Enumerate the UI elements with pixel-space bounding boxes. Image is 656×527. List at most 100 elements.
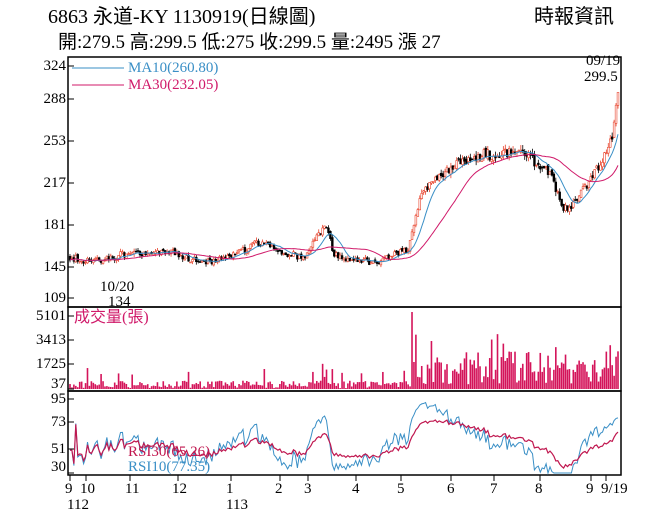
volume-tick: 1725 [36, 356, 66, 372]
volume-bar [378, 384, 380, 389]
volume-bar [232, 381, 235, 389]
volume-bar [609, 345, 612, 389]
candle-body [134, 250, 138, 253]
candle-body [539, 165, 542, 170]
candle-body [558, 191, 561, 200]
volume-bar [444, 369, 446, 389]
volume-bar [129, 387, 132, 389]
volume-bar [242, 380, 244, 389]
volume-bar [230, 382, 233, 389]
volume-bar [148, 387, 151, 389]
candle-body [200, 260, 204, 263]
volume-bar [339, 388, 341, 389]
volume-bar [403, 370, 406, 389]
volume-bar [475, 368, 477, 389]
volume-bar [213, 387, 215, 389]
volume-bar [356, 382, 359, 389]
volume-bar [135, 385, 137, 389]
candle-body [319, 233, 322, 235]
candle-body [404, 247, 408, 253]
volume-bar [75, 385, 77, 389]
candle-body [550, 169, 554, 176]
candle-body [585, 185, 589, 189]
volume-bar [187, 371, 190, 389]
volume-bar [512, 363, 514, 389]
candle-body [233, 253, 237, 256]
volume-bar [385, 383, 388, 389]
last-value-annotation: 299.5 [584, 69, 618, 85]
candle-body [469, 157, 472, 162]
volume-bar [168, 384, 170, 389]
candle-body [348, 257, 352, 262]
volume-bar [420, 365, 423, 389]
volume-bar [354, 384, 357, 389]
volume-bar [607, 368, 610, 389]
candle-body [601, 162, 604, 168]
volume-bar [473, 360, 475, 389]
candle-body [228, 253, 231, 256]
candle-body [416, 209, 420, 217]
volume-bar [599, 376, 602, 389]
candle-body [364, 257, 367, 260]
candle-body [76, 254, 79, 262]
volume-bar [150, 386, 153, 389]
price-candles [68, 92, 620, 268]
candle-body [249, 243, 252, 249]
volume-bar [189, 387, 192, 389]
x-label: 9 [586, 481, 594, 497]
candle-body [80, 260, 83, 263]
volume-bar [413, 362, 415, 389]
x-label: 3 [304, 481, 312, 497]
volume-bar [234, 385, 236, 389]
candle-body [541, 166, 544, 169]
legend-ma30: MA30(232.05) [128, 77, 219, 93]
candle-body [451, 165, 455, 170]
volume-bar [574, 371, 577, 389]
candle-body [338, 254, 342, 260]
volume-bar [102, 381, 104, 389]
candle-body [179, 254, 182, 257]
volume-bar [502, 343, 505, 389]
candle-body [284, 252, 287, 256]
candle-body [410, 231, 414, 240]
volume-bar [113, 382, 116, 389]
volume-bar [76, 387, 79, 389]
volume-bar [407, 384, 409, 389]
volume-bar [281, 380, 283, 389]
volume-bar [518, 380, 520, 389]
volume-bar [179, 385, 182, 389]
candle-body [379, 260, 383, 266]
volume-bar [331, 369, 334, 389]
rsi-lines [70, 401, 619, 475]
candle-body [340, 255, 344, 259]
volume-bar [586, 371, 588, 389]
volume-bar [341, 372, 343, 389]
volume-bar [477, 352, 479, 389]
x-label: 11 [125, 481, 140, 497]
volume-bar [570, 383, 573, 389]
volume-bar [535, 380, 538, 389]
candle-body [607, 146, 610, 154]
candle-body [195, 256, 198, 263]
volume-bar [94, 384, 97, 389]
candle-body [129, 253, 132, 255]
volume-bar [440, 362, 442, 389]
volume-bar [615, 356, 617, 389]
volume-bar [591, 364, 594, 389]
candle-body [476, 154, 480, 163]
volume-bar [601, 369, 604, 389]
x-label: 1 [226, 481, 234, 497]
ma10-line [69, 134, 619, 263]
volume-bar [603, 367, 606, 389]
volume-bar [290, 385, 293, 389]
volume-bar [319, 380, 322, 389]
volume-bar [551, 380, 553, 389]
volume-bar [349, 380, 351, 389]
candle-body [581, 186, 585, 190]
volume-bar [520, 367, 522, 389]
candle-body [395, 250, 398, 253]
candle-body [96, 257, 99, 259]
volume-bar [238, 384, 240, 389]
volume-bar [576, 364, 578, 389]
volume-bar [588, 377, 590, 389]
